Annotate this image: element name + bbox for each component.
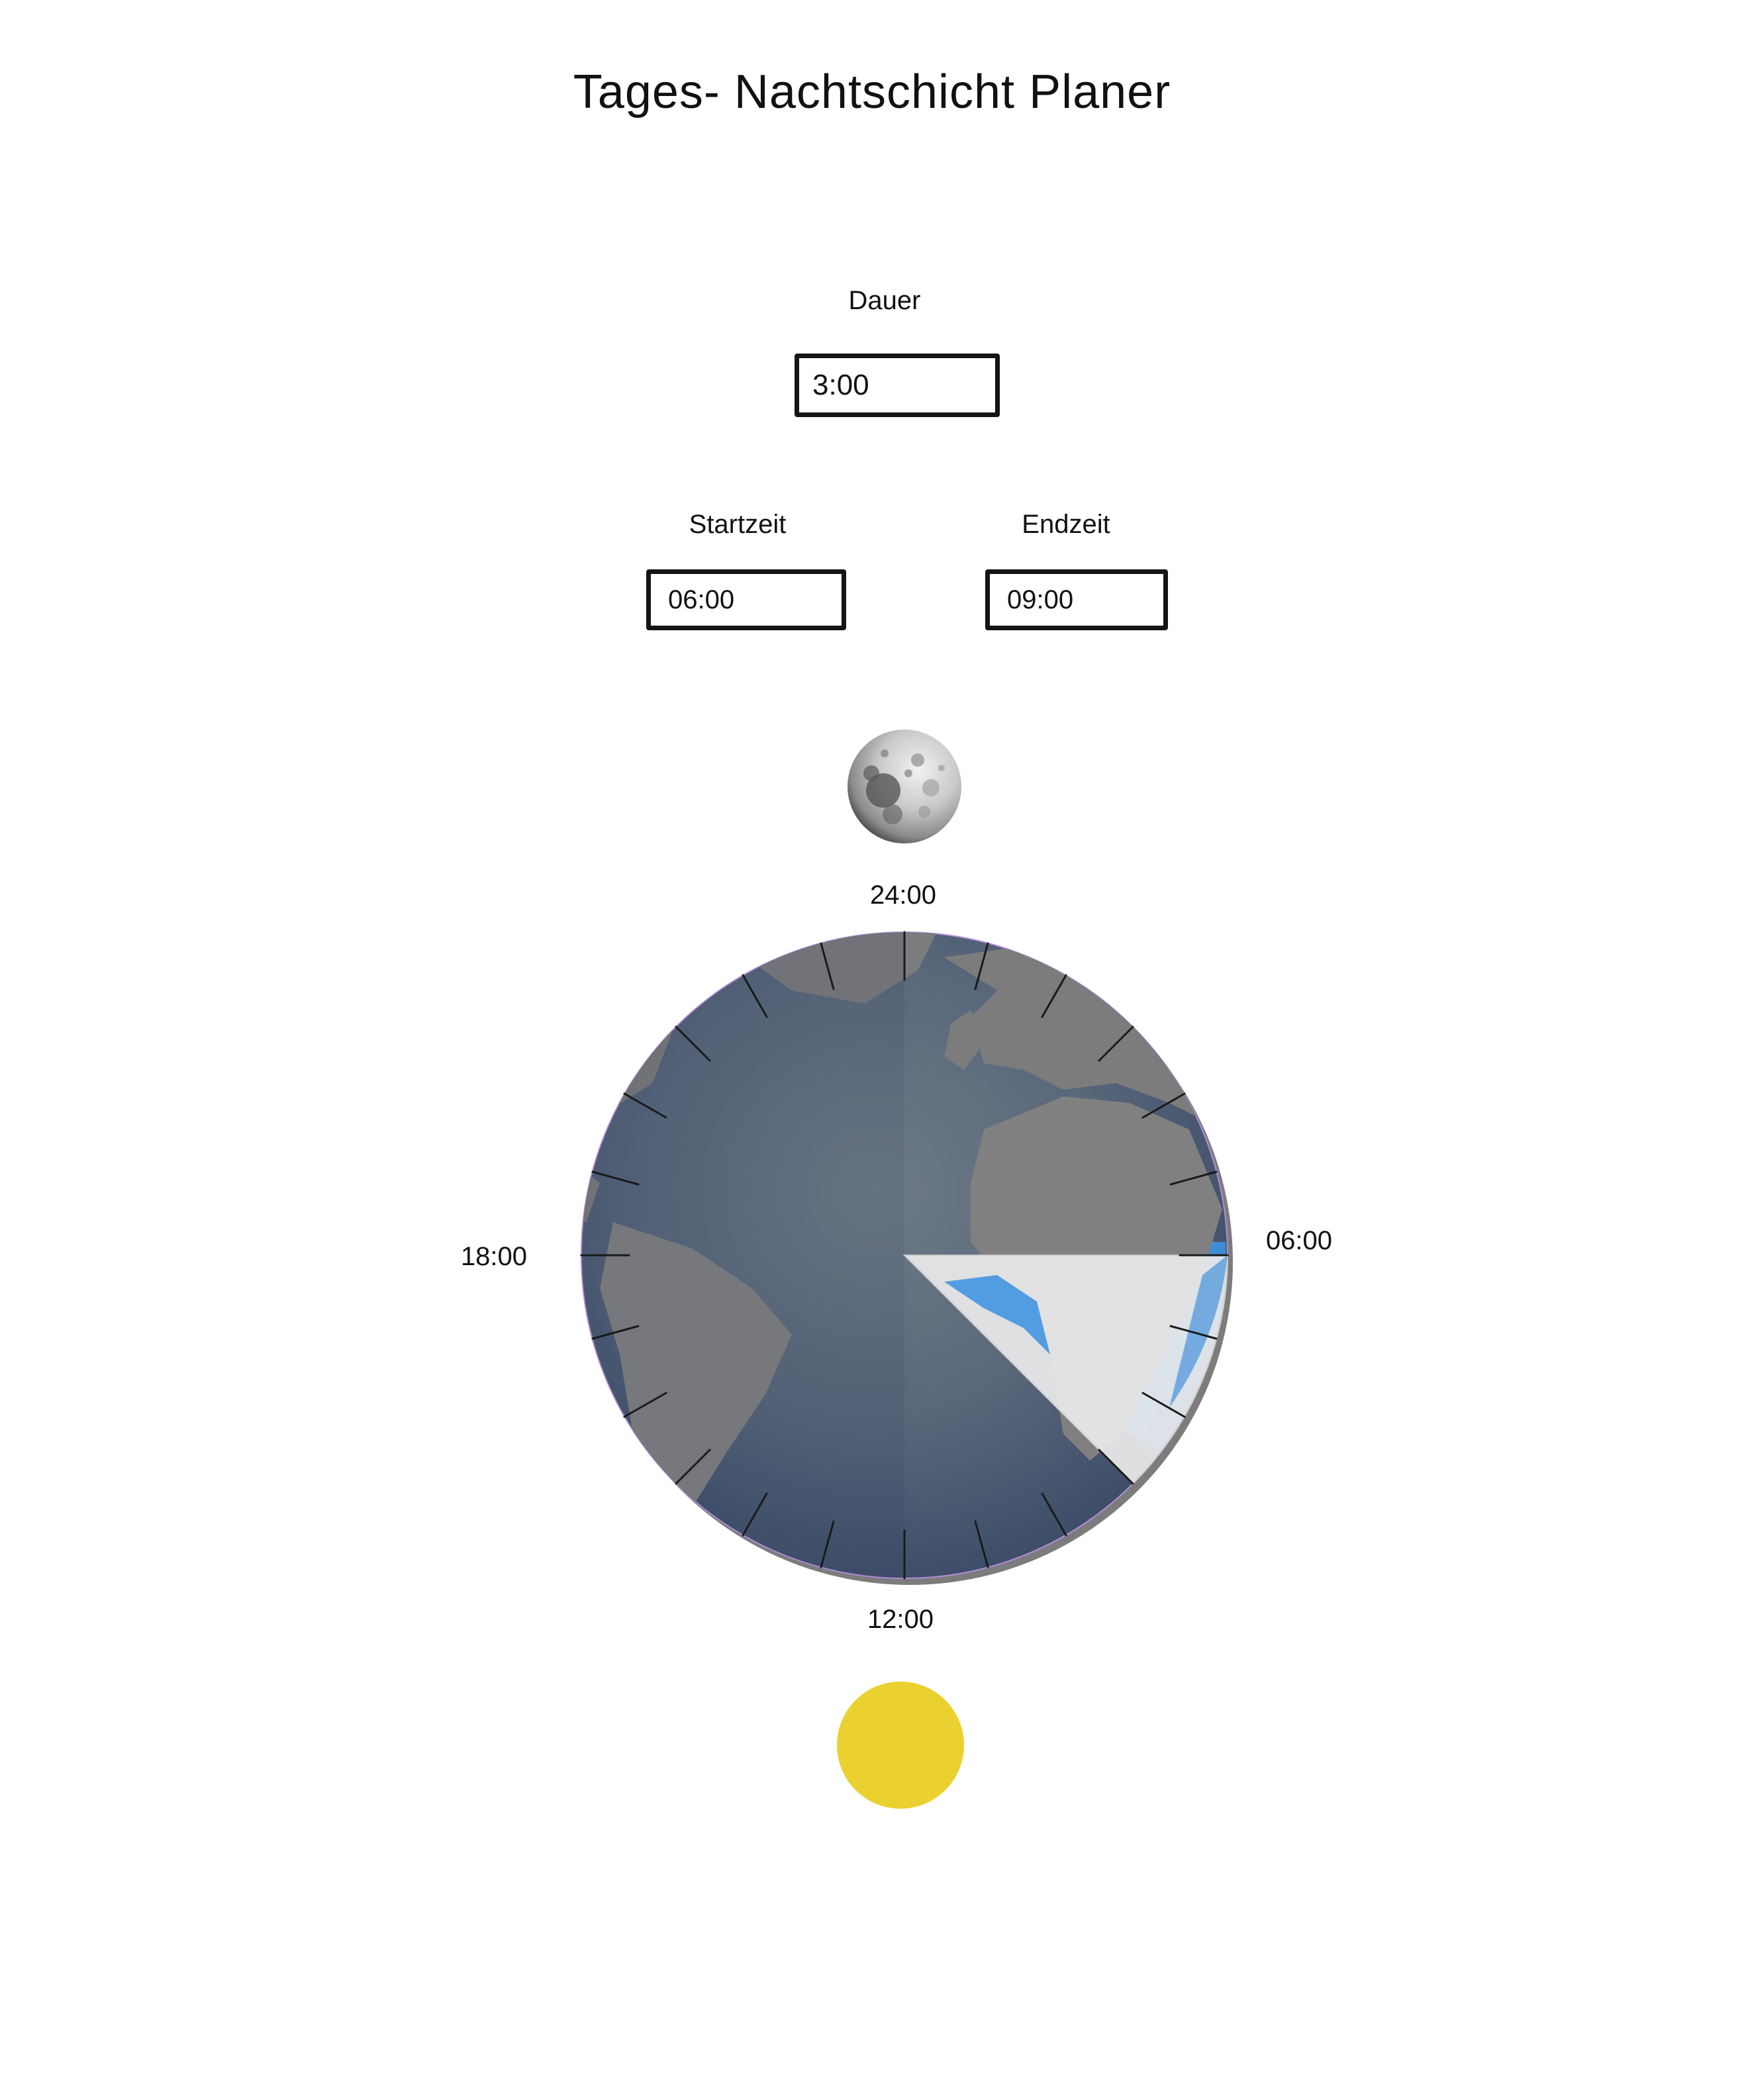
clock-label-1800: 18:00 (460, 1242, 528, 1271)
duration-value: 3:00 (812, 369, 869, 401)
end-time-value: 09:00 (1007, 585, 1074, 614)
end-time-field[interactable]: 09:00 (985, 569, 1168, 630)
clock-label-0600: 06:00 (1265, 1226, 1333, 1255)
start-time-field[interactable]: 06:00 (646, 569, 846, 630)
clock-label-2400: 24:00 (869, 881, 937, 910)
start-time-value: 06:00 (668, 585, 735, 614)
clock-label-1200: 12:00 (867, 1605, 934, 1634)
sun-icon (837, 1682, 964, 1809)
end-time-label: Endzeit (1022, 510, 1110, 539)
page-title: Tages- Nachtschicht Planer (573, 66, 1171, 119)
earth-clock[interactable] (573, 931, 1235, 1593)
start-time-label: Startzeit (689, 510, 787, 539)
duration-label: Dauer (848, 286, 921, 315)
moon-icon (848, 730, 961, 843)
duration-field[interactable]: 3:00 (795, 354, 1000, 417)
